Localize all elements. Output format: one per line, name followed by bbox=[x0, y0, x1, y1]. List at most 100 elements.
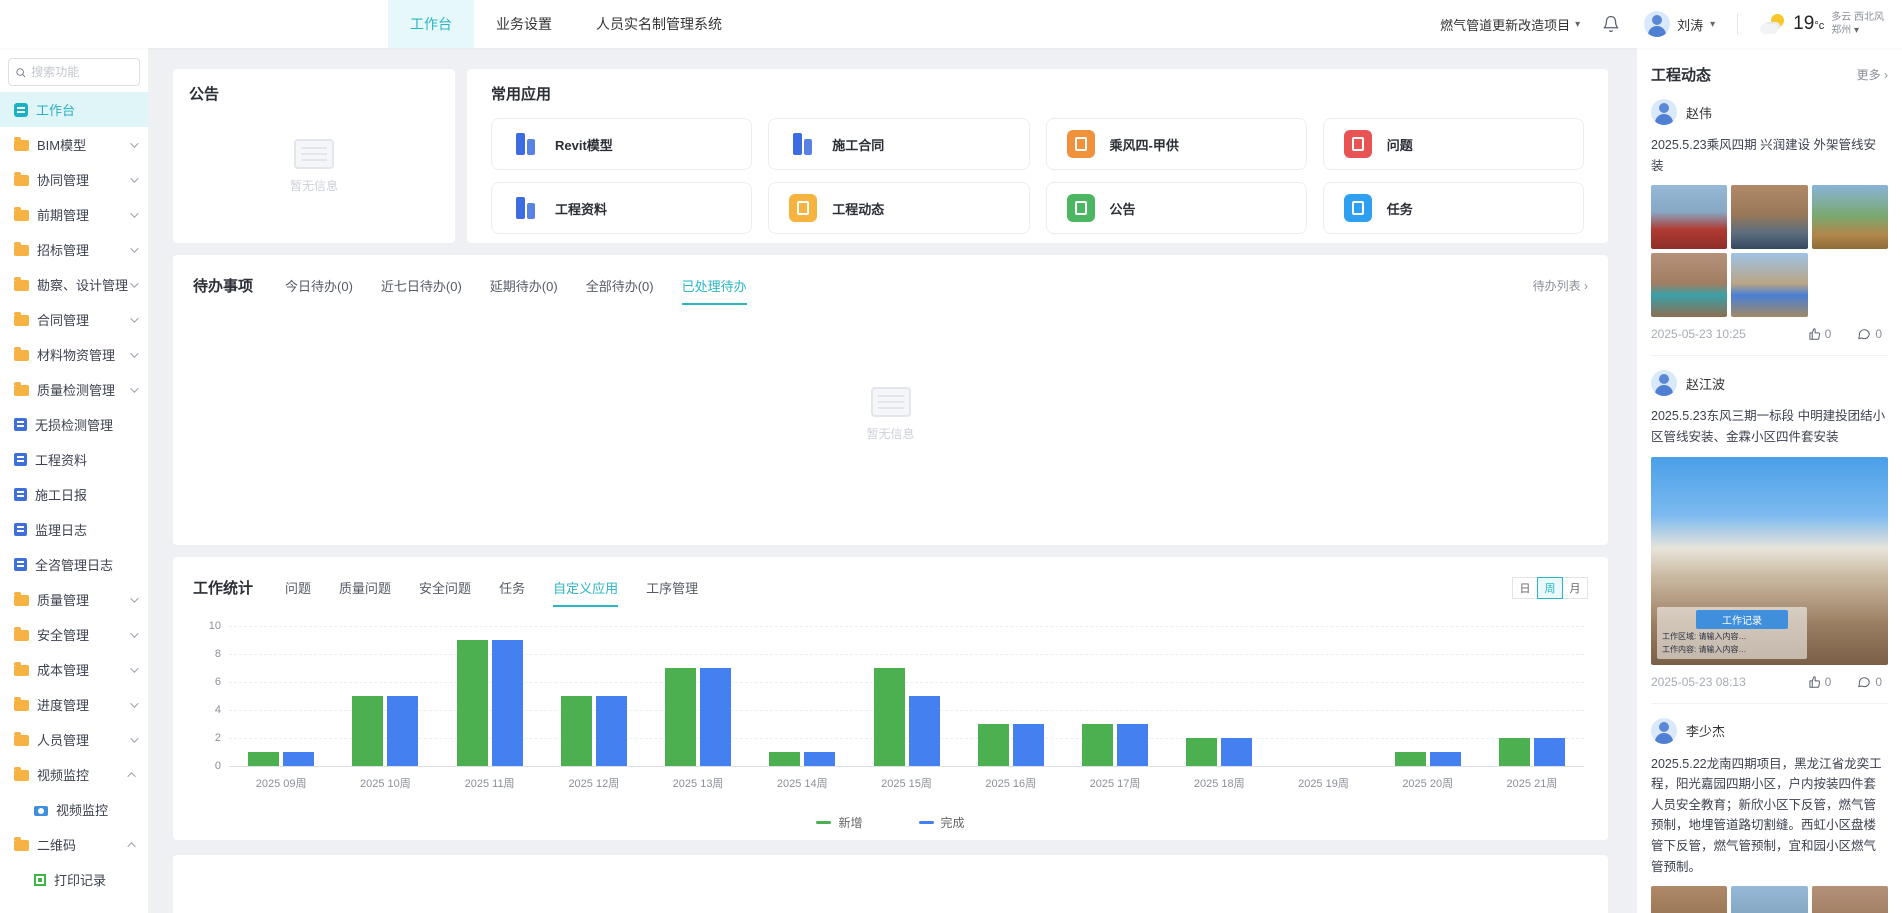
sidebar-item[interactable]: 工程资料 bbox=[0, 442, 148, 477]
bar-group: 2025 21周 bbox=[1480, 626, 1584, 798]
sidebar-item[interactable]: 视频监控 bbox=[0, 757, 148, 792]
todo-tab[interactable]: 全部待办(0) bbox=[585, 279, 654, 294]
sidebar-item[interactable]: BIM模型 bbox=[0, 127, 148, 162]
notifications-button[interactable] bbox=[1602, 14, 1622, 34]
post-photo[interactable]: 工作记录 工作区域: 请输入内容… 工作内容: 请输入内容… bbox=[1651, 456, 1888, 665]
main-nav-tab[interactable]: 工作台 bbox=[388, 0, 474, 48]
bar-新增[interactable] bbox=[665, 668, 697, 766]
todo-tab[interactable]: 近七日待办(0) bbox=[380, 279, 462, 294]
app-shortcut[interactable]: 问题 bbox=[1322, 118, 1584, 170]
todo-list-link[interactable]: 待办列表 › bbox=[1532, 279, 1588, 293]
legend-item[interactable]: 新增 bbox=[816, 814, 863, 831]
bar-完成[interactable] bbox=[1116, 724, 1148, 766]
bar-新增[interactable] bbox=[1394, 752, 1426, 766]
app-shortcut[interactable]: 任务 bbox=[1322, 182, 1584, 234]
post-photo[interactable] bbox=[1651, 185, 1728, 250]
period-button[interactable]: 月 bbox=[1562, 576, 1588, 599]
bar-新增[interactable] bbox=[560, 696, 592, 766]
sidebar-item[interactable]: 材料物资管理 bbox=[0, 337, 148, 372]
sidebar-item[interactable]: 视频监控 bbox=[0, 792, 148, 827]
search-input[interactable] bbox=[31, 65, 133, 79]
bar-新增[interactable] bbox=[769, 752, 801, 766]
legend-item[interactable]: 完成 bbox=[918, 814, 965, 831]
post-photo[interactable] bbox=[1651, 253, 1728, 318]
post-photo[interactable] bbox=[1811, 886, 1888, 913]
sidebar-item[interactable]: 无损检测管理 bbox=[0, 407, 148, 442]
user-menu[interactable]: 刘涛 ▾ bbox=[1644, 11, 1715, 37]
bar-新增[interactable] bbox=[352, 696, 384, 766]
sidebar-item[interactable]: 勘察、设计管理 bbox=[0, 267, 148, 302]
bar-完成[interactable] bbox=[283, 752, 315, 766]
bar-完成[interactable] bbox=[491, 640, 523, 766]
sidebar-item[interactable]: 工作台 bbox=[0, 92, 148, 127]
comment-icon bbox=[1858, 676, 1871, 687]
stats-tab[interactable]: 工序管理 bbox=[646, 581, 699, 596]
sidebar-item[interactable]: 打印记录 bbox=[0, 862, 148, 897]
feed-more-link[interactable]: 更多 › bbox=[1856, 68, 1888, 82]
sidebar-item[interactable]: 合同管理 bbox=[0, 302, 148, 337]
stats-tab[interactable]: 质量问题 bbox=[339, 581, 392, 596]
bar-完成[interactable] bbox=[908, 696, 940, 766]
weather-widget[interactable]: 19°c 多云 西北风 郑州 ▾ bbox=[1760, 11, 1884, 38]
comment-button[interactable]: 0 bbox=[1857, 675, 1882, 689]
bar-完成[interactable] bbox=[700, 668, 732, 766]
comment-button[interactable]: 0 bbox=[1857, 327, 1882, 341]
stats-tab[interactable]: 自定义应用 bbox=[553, 578, 619, 607]
sidebar-item[interactable]: 前期管理 bbox=[0, 197, 148, 232]
app-shortcut[interactable]: 公告 bbox=[1045, 182, 1307, 234]
todo-tab[interactable]: 今日待办(0) bbox=[285, 279, 353, 294]
stats-tab[interactable]: 任务 bbox=[499, 581, 526, 596]
bar-完成[interactable] bbox=[804, 752, 836, 766]
bar-pair bbox=[1186, 626, 1253, 766]
bar-新增[interactable] bbox=[248, 752, 280, 766]
sidebar-item[interactable]: 人员管理 bbox=[0, 722, 148, 757]
period-button[interactable]: 日 bbox=[1512, 576, 1538, 599]
bar-完成[interactable] bbox=[1429, 752, 1461, 766]
like-button[interactable]: 0 bbox=[1807, 327, 1831, 341]
post-photo[interactable] bbox=[1651, 886, 1728, 913]
sidebar-item[interactable]: 全咨管理日志 bbox=[0, 547, 148, 582]
sidebar-item[interactable]: 质量检测管理 bbox=[0, 372, 148, 407]
post-photo[interactable] bbox=[1731, 886, 1808, 913]
stats-tab[interactable]: 问题 bbox=[285, 581, 312, 596]
sidebar-item[interactable]: 监理日志 bbox=[0, 512, 148, 547]
app-shortcut[interactable]: 工程资料 bbox=[491, 182, 753, 234]
sidebar-item[interactable]: 质量管理 bbox=[0, 582, 148, 617]
bar-完成[interactable] bbox=[387, 696, 419, 766]
todo-tab[interactable]: 已处理待办 bbox=[681, 276, 747, 305]
project-selector[interactable]: 燃气管道更新改造项目 ▾ bbox=[1440, 15, 1580, 34]
sidebar-item[interactable]: 施工日报 bbox=[0, 477, 148, 512]
bar-完成[interactable] bbox=[1221, 738, 1253, 766]
bar-新增[interactable] bbox=[456, 640, 488, 766]
todo-tab[interactable]: 延期待办(0) bbox=[489, 279, 558, 294]
sidebar-item[interactable]: 招标管理 bbox=[0, 232, 148, 267]
like-button[interactable]: 0 bbox=[1807, 675, 1831, 689]
bar-新增[interactable] bbox=[1498, 738, 1530, 766]
sidebar-item[interactable]: 二维码 bbox=[0, 827, 148, 862]
post-photo[interactable] bbox=[1731, 185, 1808, 250]
post-photo[interactable] bbox=[1811, 185, 1888, 250]
app-shortcut[interactable]: Revit模型 bbox=[491, 118, 753, 170]
post-photo[interactable] bbox=[1731, 253, 1808, 318]
post-text: 2025.5.23乘风四期 兴润建设 外架管线安装 bbox=[1651, 138, 1877, 173]
app-shortcut[interactable]: 工程动态 bbox=[768, 182, 1030, 234]
main-nav-tab[interactable]: 人员实名制管理系统 bbox=[596, 16, 722, 32]
bar-新增[interactable] bbox=[1186, 738, 1218, 766]
main-nav-tab[interactable]: 业务设置 bbox=[496, 16, 552, 32]
period-button[interactable]: 周 bbox=[1537, 576, 1563, 599]
sidebar-item[interactable]: 成本管理 bbox=[0, 652, 148, 687]
bar-新增[interactable] bbox=[1081, 724, 1113, 766]
app-shortcut[interactable]: 施工合同 bbox=[768, 118, 1030, 170]
bar-完成[interactable] bbox=[595, 696, 627, 766]
sidebar-item[interactable]: 安全管理 bbox=[0, 617, 148, 652]
app-shortcut[interactable]: 乘风四-甲供 bbox=[1045, 118, 1307, 170]
bar-新增[interactable] bbox=[977, 724, 1009, 766]
bar-新增[interactable] bbox=[873, 668, 905, 766]
empty-state-icon bbox=[294, 139, 334, 169]
stats-tab[interactable]: 安全问题 bbox=[419, 581, 472, 596]
sidebar-search[interactable] bbox=[8, 58, 140, 86]
bar-完成[interactable] bbox=[1533, 738, 1565, 766]
bar-完成[interactable] bbox=[1012, 724, 1044, 766]
sidebar-item[interactable]: 协同管理 bbox=[0, 162, 148, 197]
sidebar-item[interactable]: 进度管理 bbox=[0, 687, 148, 722]
